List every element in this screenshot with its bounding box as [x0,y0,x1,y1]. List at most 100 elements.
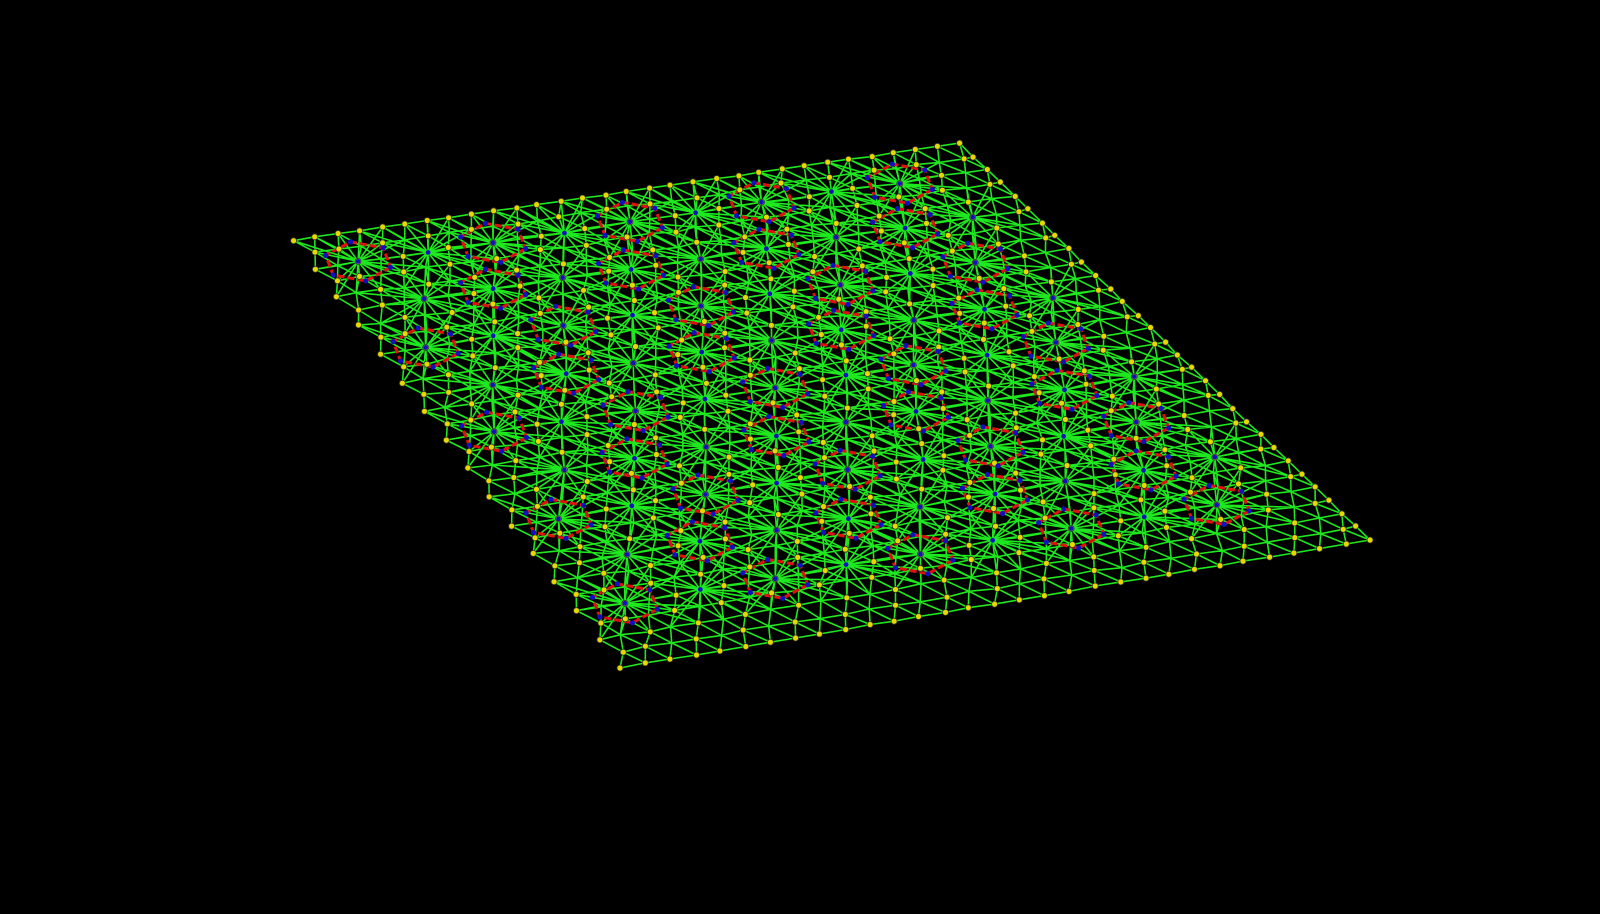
hub-node [355,259,361,264]
node [444,371,452,379]
node [746,563,754,571]
node [597,619,605,627]
ring-node [553,303,559,309]
hub-node [774,480,779,486]
ring-node [1086,373,1092,379]
ring-node [1101,413,1107,419]
node [697,570,704,578]
ring-node [723,289,729,296]
node [585,366,593,374]
node [841,611,849,618]
ring-node [599,449,605,456]
ring-node [1012,430,1019,436]
node [747,435,754,443]
ring-node [608,422,614,428]
ring-node [458,234,464,240]
node [607,331,615,339]
node [816,581,823,589]
node [721,344,728,352]
node [652,434,659,442]
ring-node [748,446,755,453]
ring-node [950,557,956,563]
node [721,281,729,289]
node [862,322,870,330]
ring-node [619,199,626,205]
node [1040,575,1048,583]
node [535,294,543,302]
node [878,227,885,235]
hub-node [1062,478,1068,484]
node [401,330,409,338]
node [666,181,674,189]
ring-node [1006,293,1013,299]
node [929,265,937,273]
node [1193,550,1200,558]
node [853,201,861,209]
ring-node [390,339,396,345]
hub-node [970,214,976,220]
ring-node [1043,539,1049,545]
node [1107,407,1115,415]
node [1132,434,1140,442]
node [676,462,683,470]
ring-node [904,200,911,206]
ring-node [620,247,627,253]
node [934,142,941,150]
node [1090,567,1098,574]
ring-node [1166,425,1172,431]
node [889,149,897,157]
ring-node [1173,473,1179,479]
hub-node [843,419,849,425]
hub-node [698,303,704,309]
node [763,213,770,221]
ring-node [846,346,852,352]
node [774,511,782,518]
hub-node [846,516,851,522]
ring-node [734,213,740,219]
node [671,212,679,220]
hub-node [697,587,703,592]
node [755,168,763,176]
ring-node [1165,454,1171,460]
node [487,443,495,451]
ring-node [1014,312,1020,318]
ring-node [415,325,421,331]
node [996,178,1004,186]
ring-node [806,321,812,327]
ring-node [1036,520,1042,526]
node [938,171,945,179]
node [584,349,592,357]
ring-node [1028,353,1034,359]
ring-node [625,389,631,395]
node [421,407,428,415]
ring-node [880,402,887,409]
node [582,241,590,249]
node [846,482,853,490]
ring-node [747,398,753,405]
ring-node [1005,266,1011,272]
node [890,411,898,419]
ring-node [885,376,892,382]
ring-node [965,240,971,246]
node [743,309,751,317]
node [1155,400,1162,408]
node [311,233,319,241]
node [401,313,409,321]
ring-node [629,620,636,626]
ring-node [1206,482,1212,488]
node [400,268,408,276]
node [818,517,826,525]
ring-node [571,390,577,396]
node [917,564,924,572]
node [1123,313,1131,321]
ring-node [731,240,737,246]
ring-node [597,614,603,620]
node [1257,430,1265,438]
node [1264,506,1272,514]
ring-node [765,365,771,371]
node [843,594,851,602]
node [678,336,686,344]
node [1178,365,1186,373]
node [866,493,874,501]
ring-node [531,529,537,536]
